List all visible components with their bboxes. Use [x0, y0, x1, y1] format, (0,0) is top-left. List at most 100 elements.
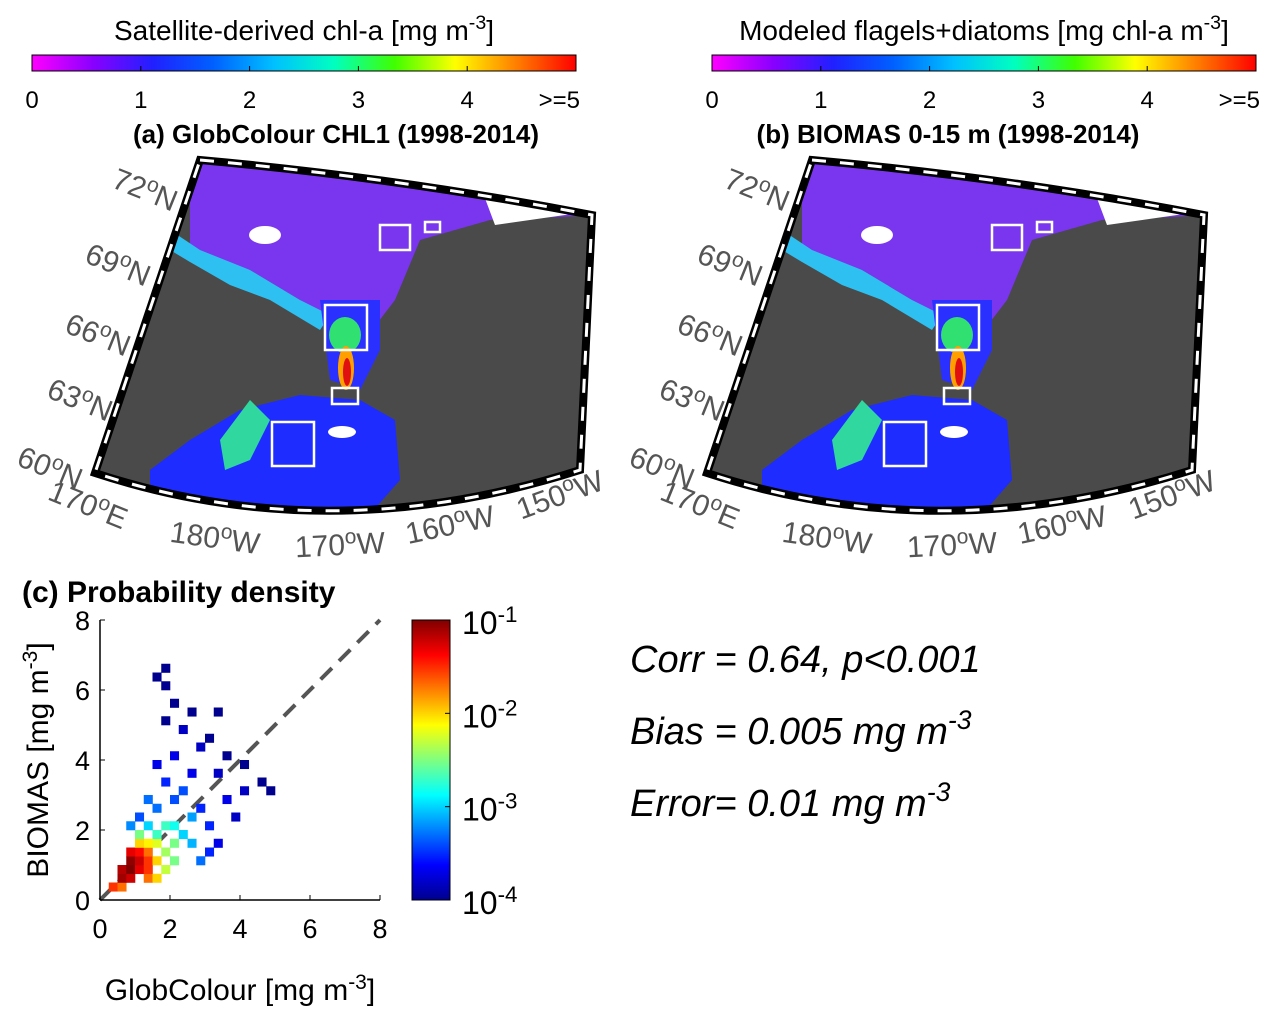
density-cell	[161, 777, 171, 787]
colorbar-tick-label: 0	[25, 87, 38, 114]
density-cell	[196, 742, 206, 752]
y-tick-label: 8	[75, 606, 90, 636]
latitude-label: 69oN	[81, 234, 157, 293]
x-axis-label: GlobColour [mg m-3]	[105, 971, 375, 1008]
density-cell	[135, 830, 145, 840]
y-tick-label: 2	[75, 816, 90, 846]
density-cell	[126, 865, 136, 875]
y-tick-label: 6	[75, 676, 90, 706]
density-cell	[117, 873, 127, 883]
colorbar-tick-label: 4	[461, 87, 474, 114]
density-cell	[135, 865, 145, 875]
colorbar-tick-label: 3	[1032, 87, 1045, 114]
x-tick-label: 2	[162, 914, 177, 944]
colorbar-tick-label: 10-4	[462, 882, 518, 922]
density-cell	[170, 751, 180, 761]
density-cell	[152, 856, 162, 866]
longitude-label: 160oW	[1014, 496, 1110, 551]
colorbar-tick-label: 2	[243, 87, 256, 114]
density-cell	[135, 856, 145, 866]
latitude-label: 63oN	[43, 369, 119, 428]
statistic: Error= 0.01 mg m-3	[630, 777, 951, 825]
statistic: Bias = 0.005 mg m-3	[630, 705, 972, 753]
density-cell	[143, 856, 153, 866]
density-cell	[187, 812, 197, 822]
panel-title: (b) BIOMAS 0-15 m (1998-2014)	[757, 119, 1140, 149]
density-cell	[161, 663, 171, 673]
density-cell	[143, 865, 153, 875]
x-tick-label: 4	[232, 914, 247, 944]
density-cell	[143, 838, 153, 848]
y-tick-label: 4	[75, 746, 90, 776]
latitude-label: 66oN	[673, 304, 749, 363]
latitude-label: 66oN	[61, 304, 137, 363]
colorbar-tick-label: 3	[352, 87, 365, 114]
density-cell	[205, 821, 215, 831]
density-cell	[222, 795, 232, 805]
statistic: Corr = 0.64, p<0.001	[630, 639, 981, 681]
density-cell	[135, 812, 145, 822]
colorbar-title: Modeled flagels+diatoms [mg chl-a m-3]	[739, 12, 1229, 46]
density-cell	[152, 672, 162, 682]
density-cell	[161, 847, 171, 857]
density-cell	[178, 830, 188, 840]
density-cell	[108, 882, 118, 892]
density-cell	[117, 882, 127, 892]
density-cell	[152, 803, 162, 813]
colorbar-tick-label: 10-3	[462, 788, 518, 828]
density-cell	[196, 803, 206, 813]
colorbar-tick-label: 0	[705, 87, 718, 114]
latitude-label: 69oN	[693, 234, 769, 293]
density-cell	[187, 768, 197, 778]
density-cell	[240, 760, 250, 770]
density-cell	[135, 847, 145, 857]
density-cell	[152, 760, 162, 770]
longitude-label: 170oW	[294, 523, 387, 564]
density-cell	[170, 698, 180, 708]
y-axis-label: BIOMAS [mg m-3]	[19, 642, 56, 877]
density-cell	[205, 733, 215, 743]
density-cell	[117, 865, 127, 875]
x-tick-label: 8	[372, 914, 387, 944]
density-cell	[126, 821, 136, 831]
density-cell	[170, 821, 180, 831]
density-cell	[126, 847, 136, 857]
density-cell	[161, 681, 171, 691]
colorbar-tick-label: 10-1	[462, 602, 518, 642]
colorbar-tick-label: 4	[1141, 87, 1154, 114]
colorbar-tick-label: 1	[814, 87, 827, 114]
density-cell	[196, 856, 206, 866]
density-cell	[143, 873, 153, 883]
x-tick-label: 6	[302, 914, 317, 944]
density-cell	[257, 777, 267, 787]
density-cell	[231, 812, 241, 822]
colorbar-tick-label: 1	[134, 87, 147, 114]
latitude-label: 72oN	[108, 159, 184, 218]
density-cell	[126, 856, 136, 866]
density-cell	[161, 821, 171, 831]
panel-title: (c) Probability density	[22, 576, 336, 609]
density-cell	[126, 873, 136, 883]
colorbar-tick-label: >=5	[539, 87, 580, 114]
colorbar	[711, 54, 1257, 72]
density-cell	[187, 838, 197, 848]
density-cell	[170, 838, 180, 848]
density-cell	[143, 847, 153, 857]
density-cell	[213, 838, 223, 848]
density-cell	[213, 768, 223, 778]
density-cell	[152, 873, 162, 883]
colorbar-tick-label: >=5	[1219, 87, 1260, 114]
colorbar-tick-label: 10-2	[462, 695, 518, 735]
density-cell	[187, 707, 197, 717]
density-cell	[213, 707, 223, 717]
longitude-label: 180oW	[780, 512, 875, 561]
latitude-label: 72oN	[720, 159, 796, 218]
density-cell	[205, 847, 215, 857]
y-tick-label: 0	[75, 886, 90, 916]
density-cell	[161, 716, 171, 726]
density-cell	[170, 795, 180, 805]
density-cell	[152, 838, 162, 848]
panel-title: (a) GlobColour CHL1 (1998-2014)	[133, 119, 539, 149]
density-cell	[222, 751, 232, 761]
